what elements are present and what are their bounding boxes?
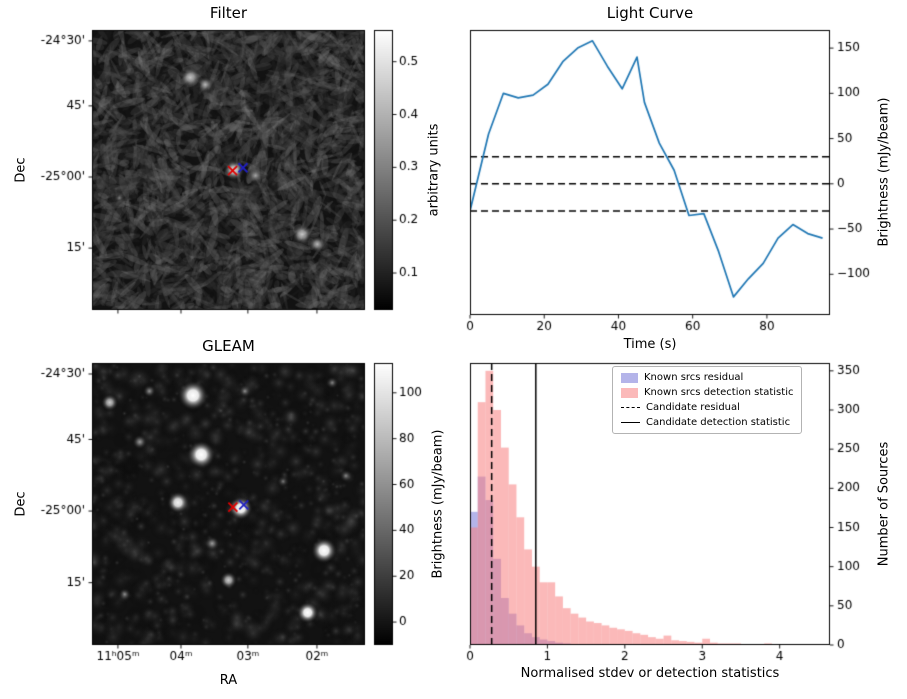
histogram-ylabel: Number of Sources (876, 441, 892, 567)
gleam-xlabel: RA (219, 673, 238, 688)
light-curve-xlabel: Time (s) (623, 337, 677, 352)
legend-item: Candidate residual (621, 402, 793, 413)
legend-swatch-known-residual (621, 372, 638, 383)
legend-swatch-known-detection (621, 387, 638, 398)
gleam-title: GLEAM (202, 337, 255, 355)
filter-ylabel: Dec (13, 157, 29, 183)
legend-item: Known srcs detection statistic (621, 387, 793, 398)
legend-swatch-candidate-residual (621, 407, 640, 408)
legend-label: Known srcs residual (644, 372, 744, 383)
light-curve-ylabel: Brightness (mJy/beam) (876, 97, 892, 247)
gleam-ylabel: Dec (13, 491, 29, 517)
filter-title: Filter (209, 4, 248, 22)
legend-swatch-candidate-detection (621, 422, 640, 423)
legend-item: Candidate detection statistic (621, 417, 793, 428)
gleam-colorbar-label: Brightness (mJy/beam) (430, 429, 446, 579)
light-curve-title: Light Curve (606, 4, 694, 22)
legend-label: Known srcs detection statistic (644, 387, 794, 398)
legend-label: Candidate residual (646, 402, 740, 413)
legend-label: Candidate detection statistic (646, 417, 791, 428)
legend: Known srcs residual Known srcs detection… (612, 366, 803, 434)
filter-colorbar-label: arbitrary units (426, 123, 442, 217)
histogram-xlabel: Normalised stdev or detection statistics (520, 666, 780, 681)
legend-item: Known srcs residual (621, 372, 793, 383)
